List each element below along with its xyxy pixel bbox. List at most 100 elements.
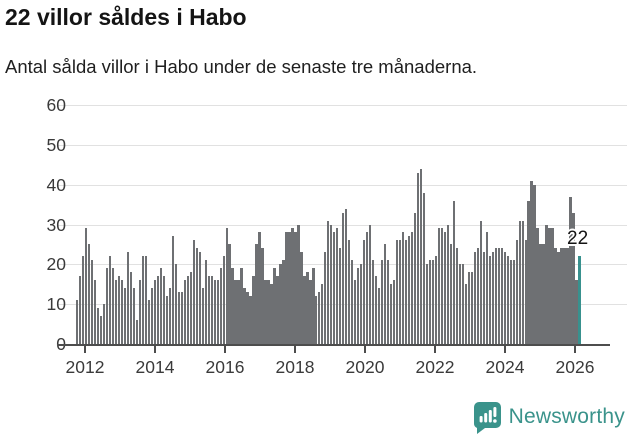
bar [470, 272, 473, 344]
bar [345, 208, 348, 344]
bar [509, 260, 512, 344]
bar [225, 228, 228, 344]
bar [434, 256, 438, 344]
page-title: 22 villor såldes i Habo [5, 4, 247, 30]
bar [318, 292, 321, 344]
gridline [57, 264, 627, 266]
bar [527, 200, 530, 344]
bar [575, 280, 578, 344]
x-tick [294, 346, 296, 353]
bar [452, 200, 456, 344]
bar [440, 228, 444, 344]
bar [446, 224, 450, 344]
bar [165, 296, 168, 344]
y-tick-label: 10 [46, 294, 66, 315]
bar [461, 264, 464, 344]
bar [111, 268, 115, 344]
bar [180, 292, 183, 344]
bar [339, 248, 342, 344]
bar [467, 272, 470, 344]
bar [216, 280, 219, 344]
bar [228, 244, 231, 344]
bar [297, 224, 300, 344]
bar [120, 280, 124, 344]
bar [351, 260, 354, 344]
bar [563, 248, 566, 344]
bar [506, 256, 509, 344]
x-tick-label: 2014 [135, 357, 175, 377]
x-tick-label: 2026 [555, 357, 595, 377]
bar [249, 296, 252, 344]
x-tick [504, 346, 506, 353]
y-tick-label: 20 [46, 254, 66, 275]
bar [542, 244, 545, 344]
x-tick-label: 2012 [65, 357, 105, 377]
gridline [57, 105, 627, 106]
bar [360, 264, 363, 344]
bar [386, 260, 390, 344]
bar [398, 240, 402, 344]
x-tick [84, 346, 86, 353]
bar [372, 260, 375, 344]
bar [186, 276, 189, 344]
bar [548, 228, 551, 344]
bar [282, 260, 285, 344]
bar [425, 264, 429, 344]
bar [99, 316, 103, 344]
bar [566, 248, 569, 344]
bar [383, 244, 387, 344]
bar [291, 228, 294, 344]
bar [255, 244, 258, 344]
bar [536, 228, 539, 344]
bar [93, 280, 97, 344]
bar [90, 260, 94, 344]
bar [380, 260, 384, 344]
bar [288, 232, 291, 344]
bar [129, 272, 133, 344]
bar [455, 248, 459, 344]
bar [174, 264, 177, 344]
bar [279, 264, 282, 344]
bar [87, 244, 91, 344]
bar [401, 232, 405, 344]
bar [369, 224, 372, 344]
bar [126, 252, 130, 344]
bar [135, 320, 139, 344]
bar [261, 248, 264, 344]
bar [521, 220, 524, 344]
bar [243, 288, 246, 344]
bar [246, 292, 249, 344]
bar [554, 248, 557, 344]
bar [198, 252, 201, 344]
bar [324, 252, 327, 344]
bar [213, 280, 216, 344]
x-tick-label: 2024 [485, 357, 525, 377]
bar [333, 232, 336, 344]
bar [363, 240, 366, 344]
bar [428, 260, 432, 344]
bar [551, 228, 554, 344]
bar [342, 212, 345, 344]
bar [437, 228, 441, 344]
bar [78, 276, 82, 344]
bar [395, 240, 399, 344]
x-tick [574, 346, 576, 353]
bar [264, 280, 267, 344]
bar [189, 272, 192, 344]
bar [476, 248, 479, 344]
bar [539, 244, 542, 344]
bar [407, 236, 411, 344]
bar [177, 292, 180, 344]
bar [102, 304, 106, 344]
brand-footer: Newsworthy [473, 400, 625, 434]
bar [327, 220, 330, 344]
bar [443, 232, 447, 344]
y-tick-label: 60 [46, 95, 66, 115]
bar [404, 240, 408, 344]
x-tick-label: 2022 [415, 357, 455, 377]
bar [491, 252, 494, 344]
bar [315, 296, 318, 344]
bar [419, 168, 423, 344]
